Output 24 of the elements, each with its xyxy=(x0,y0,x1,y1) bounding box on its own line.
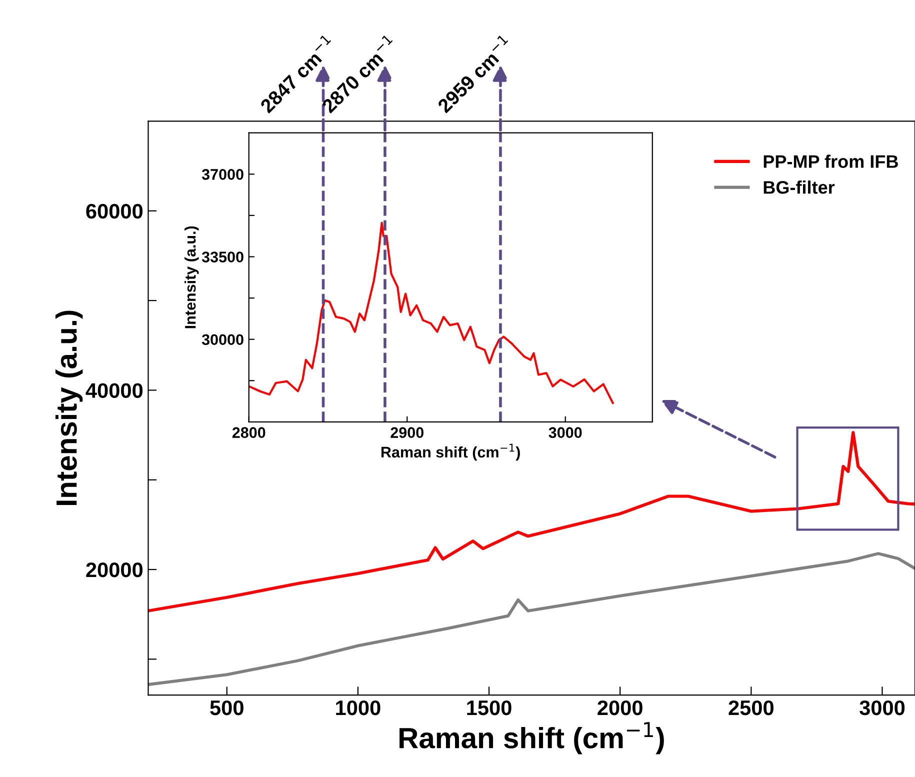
y-tick-label: 33500 xyxy=(202,252,244,262)
x-axis-title: Raman shift (cm$^{−1}$) xyxy=(400,722,664,754)
y-tick-label: 37000 xyxy=(202,169,244,180)
y-tick-label: 30000 xyxy=(202,334,244,346)
x-tick-label: 2000 xyxy=(598,700,642,716)
legend-label: 2959 cm$^{−1}$ xyxy=(434,34,514,114)
x-axis-title: Raman shift (cm$^{−1}$) xyxy=(381,444,520,461)
x-tick-label: 2900 xyxy=(390,427,424,438)
x-tick-label: 500 xyxy=(210,700,244,716)
line-series xyxy=(248,222,614,404)
legend-label: PP-MP from IFB xyxy=(764,154,898,168)
x-tick-label: 2800 xyxy=(232,427,266,438)
y-tick-label: 40000 xyxy=(86,383,143,398)
line-series xyxy=(148,552,915,686)
x-tick-label: 2500 xyxy=(728,700,774,716)
x-tick-label: 1500 xyxy=(467,700,512,716)
x-tick-label: 3000 xyxy=(860,700,905,716)
x-tick-label: 1000 xyxy=(336,700,380,716)
y-axis-title: Intensity (a.u.) xyxy=(184,226,199,328)
legend-label: BG-filter xyxy=(764,180,835,194)
y-tick-label: 20000 xyxy=(86,562,143,578)
y-axis-title: Intensity (a.u.) xyxy=(55,310,83,506)
x-tick-label: 3000 xyxy=(548,427,582,438)
y-tick-label: 60000 xyxy=(86,204,143,219)
